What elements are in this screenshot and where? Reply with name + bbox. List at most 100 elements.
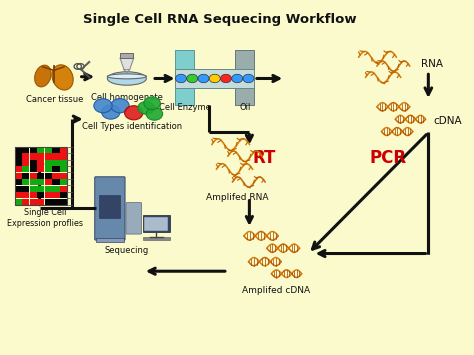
FancyBboxPatch shape xyxy=(60,153,67,159)
Circle shape xyxy=(175,74,187,83)
FancyBboxPatch shape xyxy=(30,179,37,185)
Circle shape xyxy=(232,74,243,83)
FancyBboxPatch shape xyxy=(22,147,29,153)
FancyBboxPatch shape xyxy=(60,166,67,173)
Ellipse shape xyxy=(108,74,146,79)
Circle shape xyxy=(187,74,198,83)
FancyBboxPatch shape xyxy=(15,147,22,153)
FancyBboxPatch shape xyxy=(52,160,60,166)
FancyBboxPatch shape xyxy=(30,166,37,173)
FancyBboxPatch shape xyxy=(52,153,60,159)
Ellipse shape xyxy=(52,65,73,90)
Ellipse shape xyxy=(108,72,146,85)
Circle shape xyxy=(144,97,160,110)
FancyBboxPatch shape xyxy=(37,199,45,205)
FancyBboxPatch shape xyxy=(45,166,52,173)
FancyBboxPatch shape xyxy=(30,160,37,166)
Circle shape xyxy=(94,99,112,113)
FancyBboxPatch shape xyxy=(52,179,60,185)
FancyBboxPatch shape xyxy=(30,199,37,205)
Text: Oil: Oil xyxy=(239,103,250,111)
FancyBboxPatch shape xyxy=(45,192,52,198)
Text: Cell Types identification: Cell Types identification xyxy=(82,122,182,131)
FancyBboxPatch shape xyxy=(22,160,29,166)
Ellipse shape xyxy=(35,65,51,87)
FancyBboxPatch shape xyxy=(120,53,133,58)
FancyBboxPatch shape xyxy=(60,186,67,192)
FancyBboxPatch shape xyxy=(45,147,52,153)
FancyBboxPatch shape xyxy=(45,179,52,185)
FancyBboxPatch shape xyxy=(52,173,60,179)
FancyBboxPatch shape xyxy=(60,192,67,198)
FancyBboxPatch shape xyxy=(22,166,29,173)
Text: Amplifed RNA: Amplifed RNA xyxy=(206,193,268,202)
Text: PCR: PCR xyxy=(370,149,407,167)
Text: Amplifed cDNA: Amplifed cDNA xyxy=(242,286,310,295)
FancyBboxPatch shape xyxy=(15,199,22,205)
FancyBboxPatch shape xyxy=(30,153,37,159)
FancyBboxPatch shape xyxy=(60,160,67,166)
Circle shape xyxy=(146,108,163,120)
FancyBboxPatch shape xyxy=(37,166,45,173)
FancyBboxPatch shape xyxy=(22,179,29,185)
Text: RT: RT xyxy=(253,149,276,167)
Text: Cell homogenate: Cell homogenate xyxy=(91,93,163,102)
Text: Sequecing: Sequecing xyxy=(105,246,149,256)
FancyBboxPatch shape xyxy=(30,147,37,153)
FancyBboxPatch shape xyxy=(143,237,170,240)
FancyBboxPatch shape xyxy=(52,186,60,192)
FancyBboxPatch shape xyxy=(175,50,194,105)
FancyBboxPatch shape xyxy=(37,186,45,192)
FancyBboxPatch shape xyxy=(175,69,254,88)
FancyBboxPatch shape xyxy=(96,238,124,242)
Text: Cell Enzyme: Cell Enzyme xyxy=(159,103,210,111)
FancyBboxPatch shape xyxy=(37,192,45,198)
FancyBboxPatch shape xyxy=(22,153,29,159)
Text: Single Cell RNA Sequecing Workflow: Single Cell RNA Sequecing Workflow xyxy=(83,13,357,26)
FancyBboxPatch shape xyxy=(37,160,45,166)
FancyBboxPatch shape xyxy=(15,192,22,198)
FancyBboxPatch shape xyxy=(45,153,52,159)
FancyBboxPatch shape xyxy=(45,186,52,192)
FancyBboxPatch shape xyxy=(60,179,67,185)
Text: cDNA: cDNA xyxy=(434,116,463,126)
Circle shape xyxy=(243,74,254,83)
Circle shape xyxy=(220,74,231,83)
FancyBboxPatch shape xyxy=(37,147,45,153)
FancyBboxPatch shape xyxy=(100,195,119,218)
FancyBboxPatch shape xyxy=(45,199,52,205)
Text: Cancer tissue: Cancer tissue xyxy=(26,95,83,104)
FancyBboxPatch shape xyxy=(22,199,29,205)
FancyBboxPatch shape xyxy=(15,179,22,185)
FancyBboxPatch shape xyxy=(15,173,22,179)
FancyBboxPatch shape xyxy=(45,160,52,166)
FancyBboxPatch shape xyxy=(37,153,45,159)
FancyBboxPatch shape xyxy=(15,166,22,173)
FancyBboxPatch shape xyxy=(60,199,67,205)
Circle shape xyxy=(111,99,129,113)
FancyBboxPatch shape xyxy=(22,173,29,179)
FancyBboxPatch shape xyxy=(143,215,170,232)
FancyBboxPatch shape xyxy=(22,192,29,198)
FancyBboxPatch shape xyxy=(52,147,60,153)
FancyBboxPatch shape xyxy=(144,218,168,231)
Circle shape xyxy=(101,105,120,119)
FancyBboxPatch shape xyxy=(235,50,254,105)
FancyBboxPatch shape xyxy=(52,199,60,205)
FancyBboxPatch shape xyxy=(52,192,60,198)
FancyBboxPatch shape xyxy=(22,186,29,192)
FancyBboxPatch shape xyxy=(30,192,37,198)
Text: Single Cell
Expression proflies: Single Cell Expression proflies xyxy=(7,208,83,228)
Circle shape xyxy=(209,74,220,83)
FancyBboxPatch shape xyxy=(37,173,45,179)
FancyBboxPatch shape xyxy=(30,173,37,179)
Circle shape xyxy=(198,74,209,83)
Circle shape xyxy=(125,106,143,120)
Text: RNA: RNA xyxy=(420,59,443,69)
FancyBboxPatch shape xyxy=(52,166,60,173)
FancyBboxPatch shape xyxy=(15,186,22,192)
Circle shape xyxy=(138,102,155,114)
FancyBboxPatch shape xyxy=(45,173,52,179)
FancyBboxPatch shape xyxy=(30,186,37,192)
FancyBboxPatch shape xyxy=(37,179,45,185)
